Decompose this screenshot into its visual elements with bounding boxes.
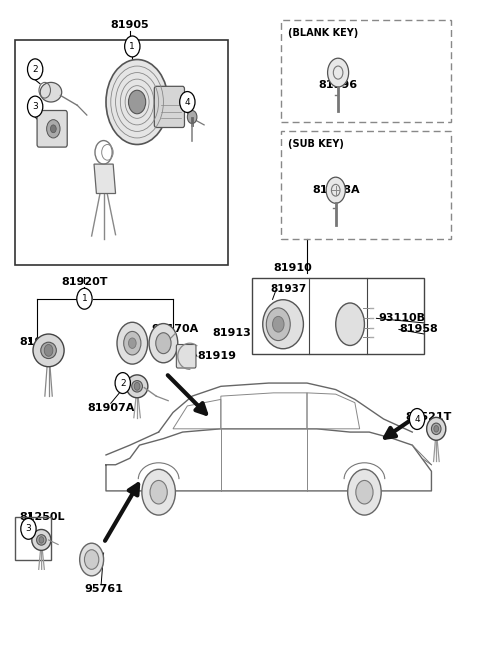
Circle shape bbox=[125, 36, 140, 57]
Text: 81998A: 81998A bbox=[312, 185, 360, 195]
Text: (SUB KEY): (SUB KEY) bbox=[288, 140, 344, 149]
Text: 93110B: 93110B bbox=[379, 313, 426, 324]
Circle shape bbox=[47, 120, 60, 138]
Circle shape bbox=[39, 536, 44, 543]
Circle shape bbox=[180, 92, 195, 113]
Ellipse shape bbox=[132, 381, 143, 392]
Text: 81905: 81905 bbox=[110, 20, 149, 30]
Ellipse shape bbox=[41, 342, 56, 358]
Text: 3: 3 bbox=[25, 524, 31, 533]
Circle shape bbox=[326, 177, 345, 203]
Ellipse shape bbox=[427, 417, 446, 440]
Polygon shape bbox=[94, 164, 116, 193]
Bar bbox=[15, 40, 228, 265]
FancyBboxPatch shape bbox=[155, 86, 184, 128]
Circle shape bbox=[187, 111, 197, 124]
Circle shape bbox=[27, 96, 43, 117]
Circle shape bbox=[117, 322, 148, 364]
Bar bbox=[15, 517, 51, 559]
Circle shape bbox=[149, 324, 178, 363]
Bar bbox=[281, 20, 451, 122]
Text: 95761: 95761 bbox=[84, 584, 123, 593]
Text: 1: 1 bbox=[130, 42, 135, 51]
Circle shape bbox=[273, 316, 284, 332]
Ellipse shape bbox=[126, 375, 148, 398]
Circle shape bbox=[106, 60, 168, 145]
Ellipse shape bbox=[32, 529, 51, 550]
FancyBboxPatch shape bbox=[37, 111, 67, 147]
Circle shape bbox=[80, 543, 104, 576]
Text: 4: 4 bbox=[414, 415, 420, 424]
Ellipse shape bbox=[336, 303, 364, 345]
Text: 81250L: 81250L bbox=[20, 512, 65, 522]
Circle shape bbox=[142, 470, 175, 515]
Circle shape bbox=[124, 331, 141, 355]
Bar bbox=[281, 132, 451, 239]
Circle shape bbox=[134, 383, 140, 390]
Circle shape bbox=[266, 308, 290, 341]
Circle shape bbox=[156, 333, 171, 354]
Text: 2: 2 bbox=[32, 65, 38, 74]
Circle shape bbox=[327, 58, 348, 87]
Circle shape bbox=[129, 338, 136, 348]
Ellipse shape bbox=[40, 83, 62, 102]
Ellipse shape bbox=[263, 300, 303, 348]
Circle shape bbox=[77, 288, 92, 309]
Circle shape bbox=[150, 481, 167, 504]
Text: 81920T: 81920T bbox=[61, 276, 108, 286]
Circle shape bbox=[27, 59, 43, 80]
Circle shape bbox=[115, 373, 131, 394]
Text: 81521T: 81521T bbox=[405, 413, 452, 422]
Text: 81910: 81910 bbox=[273, 263, 312, 273]
Text: 4: 4 bbox=[184, 98, 190, 107]
Text: 81937: 81937 bbox=[270, 284, 306, 293]
Text: 2: 2 bbox=[120, 379, 126, 388]
Circle shape bbox=[348, 470, 381, 515]
Circle shape bbox=[44, 345, 53, 356]
Text: 81958: 81958 bbox=[399, 324, 438, 335]
FancyBboxPatch shape bbox=[176, 345, 196, 368]
Circle shape bbox=[434, 426, 439, 432]
Text: (BLANK KEY): (BLANK KEY) bbox=[288, 28, 358, 38]
Text: 93170A: 93170A bbox=[152, 324, 199, 334]
Circle shape bbox=[409, 409, 425, 430]
Text: 81919: 81919 bbox=[197, 351, 236, 362]
Ellipse shape bbox=[36, 534, 46, 545]
Text: 3: 3 bbox=[32, 102, 38, 111]
Circle shape bbox=[21, 518, 36, 539]
Text: 1: 1 bbox=[82, 294, 87, 303]
Text: 81928: 81928 bbox=[20, 337, 59, 347]
Circle shape bbox=[50, 125, 56, 133]
Circle shape bbox=[129, 90, 146, 114]
Text: 81913: 81913 bbox=[213, 328, 252, 338]
Text: 81907A: 81907A bbox=[87, 403, 134, 413]
Bar bbox=[252, 278, 424, 354]
Circle shape bbox=[356, 481, 373, 504]
Text: 81996: 81996 bbox=[319, 81, 358, 90]
Ellipse shape bbox=[33, 334, 64, 367]
Ellipse shape bbox=[432, 423, 441, 434]
Circle shape bbox=[84, 550, 99, 569]
